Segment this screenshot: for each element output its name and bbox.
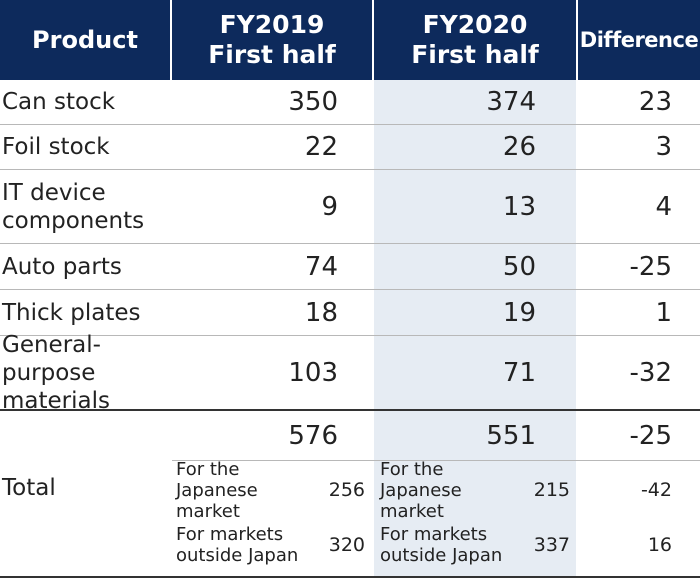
japan-market-label-line: market [176, 500, 240, 522]
header-divider [372, 0, 374, 80]
row-fy2019-value: 18 [304, 297, 338, 328]
row-fy2019-value: 350 [288, 87, 338, 117]
japan-market-label-fy2020: For the Japanese market [380, 459, 530, 522]
table-header: Product FY2019 First half FY2020 First h… [0, 0, 700, 80]
table-row: Foil stock 22 26 3 [0, 125, 700, 170]
total-fy2020-value: 551 [486, 421, 536, 451]
japan-market-label-line: For the Japanese [380, 458, 462, 501]
table-row: Can stock 350 374 23 [0, 80, 700, 125]
row-product-name: IT device components [2, 170, 172, 243]
japan-market-difference-value: -42 [640, 479, 672, 501]
row-difference-value: 23 [638, 87, 672, 117]
outside-japan-label-line: For markets [380, 524, 488, 545]
header-fy2019-year: FY2019 [219, 10, 325, 39]
header-difference-label: Difference [579, 28, 699, 52]
outside-japan-fy2019-value: 320 [328, 534, 365, 556]
outside-japan-label-fy2020: For markets outside Japan [380, 520, 530, 570]
header-product-label: Product [32, 26, 138, 54]
total-divider-top [0, 409, 700, 411]
outside-japan-fy2020-value: 337 [533, 534, 570, 556]
row-product-label: Auto parts [2, 253, 122, 280]
header-divider [576, 0, 578, 80]
japan-market-label-line: For the Japanese [176, 458, 258, 501]
row-difference-value: -32 [629, 358, 672, 388]
fy2020-column-highlight [374, 80, 576, 578]
row-product-name: Foil stock [2, 125, 172, 169]
header-fy2020-period: First half [411, 40, 539, 69]
table-row: Auto parts 74 50 -25 [0, 244, 700, 290]
total-label: Total [2, 475, 56, 501]
header-difference: Difference [578, 0, 700, 80]
total-fy2019-value: 576 [288, 421, 338, 451]
row-fy2019-value: 22 [304, 132, 338, 162]
row-fy2019-value: 103 [288, 358, 338, 388]
row-fy2020-value: 19 [502, 297, 536, 328]
header-divider [170, 0, 172, 80]
table-bottom-rule [0, 576, 700, 578]
outside-japan-label-line: For markets [176, 524, 284, 545]
total-difference-value: -25 [629, 421, 672, 451]
row-product-label-cont: components [2, 207, 145, 234]
header-fy2020: FY2020 First half [374, 0, 576, 80]
row-fy2020-value: 13 [502, 191, 536, 222]
row-product-label: Foil stock [2, 134, 110, 160]
header-fy2019: FY2019 First half [172, 0, 372, 80]
header-product: Product [0, 0, 170, 80]
row-fy2020-value: 71 [502, 358, 536, 388]
row-product-name: General-purpose materials [2, 332, 172, 414]
outside-japan-label-line: outside Japan [380, 545, 503, 566]
japan-market-label-fy2019: For the Japanese market [176, 459, 326, 522]
header-fy2020-year: FY2020 [422, 10, 528, 39]
row-fy2020-value: 50 [502, 251, 536, 282]
japan-market-fy2020-value: 215 [533, 479, 570, 501]
row-product-name: Thick plates [2, 290, 172, 335]
row-product-label: Thick plates [2, 299, 141, 326]
row-product-label: Can stock [2, 89, 116, 115]
outside-japan-label-fy2019: For markets outside Japan [176, 520, 326, 570]
total-subdivider [172, 460, 700, 461]
outside-japan-difference-value: 16 [647, 534, 672, 556]
row-fy2020-value: 374 [486, 87, 536, 117]
row-difference-value: -25 [629, 251, 672, 282]
row-product-label: General-purpose [2, 332, 101, 386]
row-product-label: IT device [2, 179, 106, 206]
row-difference-value: 4 [655, 191, 672, 222]
row-product-name: Auto parts [2, 244, 172, 289]
outside-japan-label-line: outside Japan [176, 545, 299, 566]
table-row: IT device components 9 13 4 [0, 170, 700, 244]
table-row: Thick plates 18 19 1 [0, 290, 700, 336]
row-fy2019-value: 9 [321, 191, 338, 222]
table-row: General-purpose materials 103 71 -32 [0, 332, 700, 414]
header-fy2019-period: First half [208, 40, 336, 69]
row-product-name: Can stock [2, 80, 172, 124]
row-fy2020-value: 26 [502, 132, 536, 162]
japan-market-fy2019-value: 256 [328, 479, 365, 501]
row-difference-value: 3 [655, 132, 672, 162]
japan-market-label-line: market [380, 500, 444, 522]
row-fy2019-value: 74 [304, 251, 338, 282]
row-difference-value: 1 [655, 297, 672, 328]
